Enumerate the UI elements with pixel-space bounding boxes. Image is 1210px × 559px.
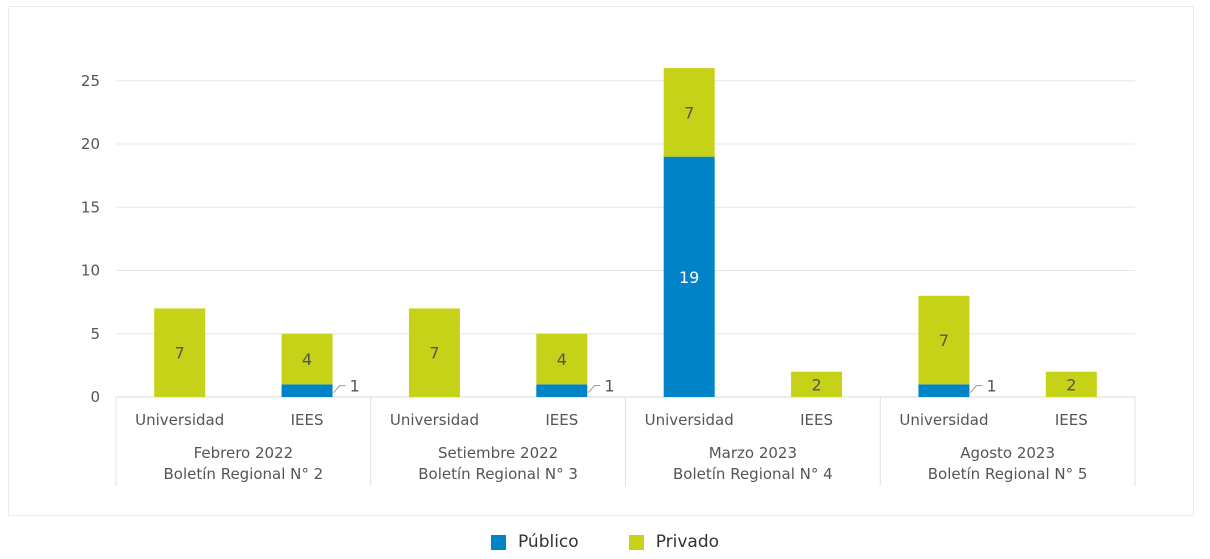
- legend-label-1: Privado: [655, 532, 720, 552]
- chart-frame: 0 5 10 15 20 25 7 Universidad 4 1 IEES 7 Universidad…: [8, 6, 1194, 516]
- x-category-label-1: IEES: [291, 411, 324, 429]
- bar-privado-6: [918, 295, 970, 385]
- x-group-sublabel-3: Boletín Regional N° 5: [928, 465, 1088, 483]
- leader-line-3: [587, 385, 601, 394]
- chart-legend: Público Privado: [0, 528, 1210, 556]
- data-label-privado-2: 7: [429, 344, 439, 363]
- x-group-sublabel-2: Boletín Regional N° 4: [673, 465, 833, 483]
- bar-privado-1: [281, 333, 333, 385]
- x-category-label-5: IEES: [800, 411, 833, 429]
- data-label-privado-3: 4: [557, 350, 567, 369]
- bar-publico-1: [281, 384, 333, 397]
- data-label-privado-4: 7: [684, 103, 694, 122]
- data-label-publico-6: 1: [986, 377, 996, 396]
- leader-line-1: [333, 385, 346, 394]
- x-category-label-2: Universidad: [390, 411, 479, 429]
- bar-privado-5: [791, 371, 843, 397]
- legend-swatch-0: [490, 534, 506, 550]
- x-category-label-7: IEES: [1055, 411, 1088, 429]
- data-label-publico-1: 1: [350, 377, 360, 396]
- y-tick-label-0: 0: [90, 388, 100, 406]
- data-label-publico-3: 1: [604, 377, 614, 396]
- y-tick-label-5: 25: [81, 72, 100, 90]
- legend-swatch-1: [628, 534, 644, 550]
- x-group-sublabel-0: Boletín Regional N° 2: [164, 465, 324, 483]
- y-tick-label-2: 10: [81, 262, 100, 280]
- bar-publico-3: [536, 384, 588, 397]
- y-tick-label-4: 20: [81, 135, 100, 153]
- x-category-label-0: Universidad: [135, 411, 224, 429]
- x-group-label-3: Agosto 2023: [960, 444, 1055, 462]
- x-category-label-6: Universidad: [899, 411, 988, 429]
- bar-privado-4: [663, 68, 715, 157]
- data-label-privado-7: 2: [1066, 375, 1076, 394]
- bar-privado-3: [536, 333, 588, 385]
- bar-publico-4: [663, 156, 715, 397]
- bar-publico-6: [918, 384, 970, 397]
- legend-label-0: Público: [517, 532, 579, 552]
- bar-privado-0: [154, 308, 206, 397]
- bar-privado-7: [1045, 371, 1097, 397]
- leader-line-6: [970, 385, 983, 394]
- legend-item-0: Público: [490, 532, 579, 552]
- data-label-privado-5: 2: [811, 375, 821, 394]
- data-label-privado-6: 7: [939, 331, 949, 350]
- data-label-privado-0: 7: [175, 344, 185, 363]
- y-tick-label-1: 5: [90, 325, 100, 343]
- chart-plot: 0 5 10 15 20 25 7 Universidad 4 1 IEES 7 Universidad…: [81, 68, 1136, 486]
- x-group-sublabel-1: Boletín Regional N° 3: [418, 465, 578, 483]
- x-category-label-4: Universidad: [645, 411, 734, 429]
- data-label-publico-4: 19: [679, 268, 699, 287]
- x-category-label-3: IEES: [545, 411, 578, 429]
- x-group-label-2: Marzo 2023: [709, 444, 797, 462]
- x-group-label-0: Febrero 2022: [194, 444, 294, 462]
- legend-item-1: Privado: [628, 532, 720, 552]
- y-tick-label-3: 15: [81, 198, 100, 216]
- data-label-privado-1: 4: [302, 350, 312, 369]
- bar-privado-2: [408, 308, 460, 397]
- x-group-label-1: Setiembre 2022: [438, 444, 558, 462]
